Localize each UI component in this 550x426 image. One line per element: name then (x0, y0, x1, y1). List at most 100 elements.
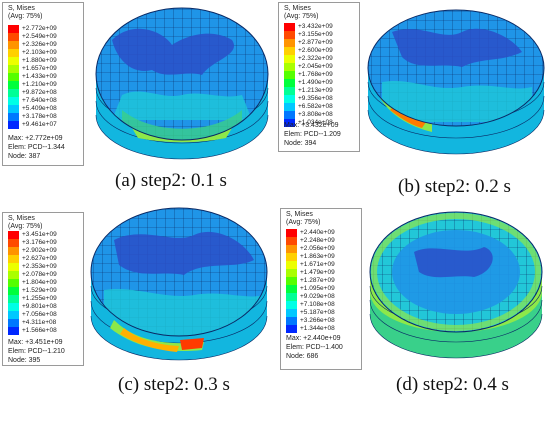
color-swatch (8, 303, 19, 311)
color-swatch (286, 293, 297, 301)
color-swatch (284, 31, 295, 39)
stress-contour-disk-d (369, 211, 543, 359)
legend-value: +5.187e+08 (300, 309, 335, 316)
legend-node: Node: 387 (8, 153, 41, 160)
color-swatch (8, 97, 19, 105)
color-swatch (284, 63, 295, 71)
legend-value: +1.768e+09 (298, 71, 333, 78)
color-swatch (8, 271, 19, 279)
stress-contour-disk-c (90, 207, 268, 361)
color-swatch (286, 245, 297, 253)
legend-subtitle: (Avg: 75%) (8, 13, 43, 20)
legend-value: +1.529e+09 (22, 287, 57, 294)
color-swatch (8, 73, 19, 81)
color-swatch (286, 317, 297, 325)
legend-value: +3.808e+08 (298, 111, 333, 118)
legend-value: +2.322e+09 (298, 55, 333, 62)
color-swatch (8, 121, 19, 129)
color-swatch (8, 81, 19, 89)
color-swatch (8, 295, 19, 303)
legend-value: +1.255e+09 (22, 295, 57, 302)
legend-value: +9.872e+08 (22, 89, 57, 96)
color-swatch (286, 277, 297, 285)
legend-value: +1.433e+09 (22, 73, 57, 80)
color-swatch (8, 231, 19, 239)
color-swatch (8, 25, 19, 33)
color-swatch (8, 105, 19, 113)
stress-contour-disk-b (367, 9, 545, 155)
legend-max: Max: +2.440e+09 (286, 335, 341, 342)
legend-title: S, Mises (286, 211, 313, 218)
legend-node: Node: 686 (286, 353, 319, 360)
legend-value: +7.108e+08 (300, 301, 335, 308)
legend-subtitle: (Avg: 75%) (8, 223, 43, 230)
legend-value: +1.344e+08 (300, 325, 335, 332)
color-swatch (8, 33, 19, 41)
color-swatch (8, 263, 19, 271)
caption-panel-b: (b) step2: 0.2 s (398, 176, 511, 197)
legend-value: +3.178e+08 (22, 113, 57, 120)
color-swatch (8, 57, 19, 65)
legend-value: +9.801e+08 (22, 303, 57, 310)
color-swatch (284, 79, 295, 87)
color-swatch (286, 309, 297, 317)
legend-value: +3.155e+09 (298, 31, 333, 38)
legend-value: +1.863e+09 (300, 253, 335, 260)
legend-value: +1.210e+09 (22, 81, 57, 88)
legend-node: Node: 395 (8, 357, 41, 364)
color-swatch (286, 229, 297, 237)
legend-elem: Elem: PCD--1.400 (286, 344, 343, 351)
legend-value: +9.029e+08 (300, 293, 335, 300)
legend-value: +3.176e+09 (22, 239, 57, 246)
legend-title: S, Mises (8, 215, 35, 222)
color-swatch (284, 55, 295, 63)
legend-elem: Elem: PCD--1.209 (284, 131, 341, 138)
caption-panel-a: (a) step2: 0.1 s (115, 170, 227, 191)
legend-value: +9.356e+08 (298, 95, 333, 102)
color-swatch (8, 279, 19, 287)
color-swatch (284, 103, 295, 111)
color-swatch (8, 89, 19, 97)
legend-value: +9.461e+07 (22, 121, 57, 128)
color-swatch (284, 23, 295, 31)
legend-value: +7.640e+08 (22, 97, 57, 104)
legend-value: +1.671e+09 (300, 261, 335, 268)
color-swatch (286, 253, 297, 261)
color-swatch (8, 287, 19, 295)
color-swatch (286, 237, 297, 245)
legend-value: +2.353e+09 (22, 263, 57, 270)
legend-elem: Elem: PCD--1.210 (8, 348, 65, 355)
color-swatch (8, 49, 19, 57)
legend-value: +7.056e+08 (22, 311, 57, 318)
legend-title: S, Mises (284, 5, 311, 12)
legend-value: +1.095e+09 (300, 285, 335, 292)
legend-value: +2.078e+09 (22, 271, 57, 278)
legend-value: +3.451e+09 (22, 231, 57, 238)
color-swatch (284, 87, 295, 95)
legend-title: S, Mises (8, 5, 35, 12)
color-swatch (284, 71, 295, 79)
caption-panel-c: (c) step2: 0.3 s (118, 374, 230, 395)
legend-value: +3.432e+09 (298, 23, 333, 30)
legend-value: +1.213e+09 (298, 87, 333, 94)
color-swatch (284, 39, 295, 47)
legend-panel-a: S, Mises (Avg: 75%) +2.772e+09 +2.549e+0… (2, 2, 84, 166)
color-swatch (284, 47, 295, 55)
legend-elem: Elem: PCD--1.344 (8, 144, 65, 151)
legend-value: +6.582e+08 (298, 103, 333, 110)
legend-value: +2.440e+09 (300, 229, 335, 236)
color-swatch (284, 95, 295, 103)
legend-max: Max: +2.772e+09 (8, 135, 63, 142)
color-swatch (8, 255, 19, 263)
color-swatch (284, 111, 295, 119)
legend-value: +2.600e+09 (298, 47, 333, 54)
legend-subtitle: (Avg: 75%) (284, 13, 319, 20)
legend-value: +1.804e+09 (22, 279, 57, 286)
color-swatch (284, 119, 295, 127)
legend-panel-b: S, Mises (Avg: 75%) +3.432e+09 +3.155e+0… (278, 2, 360, 152)
legend-value: +1.287e+09 (300, 277, 335, 284)
legend-value: +1.566e+08 (22, 327, 57, 334)
color-swatch (8, 319, 19, 327)
stress-contour-disk-a (95, 7, 269, 160)
legend-value: +2.248e+09 (300, 237, 335, 244)
